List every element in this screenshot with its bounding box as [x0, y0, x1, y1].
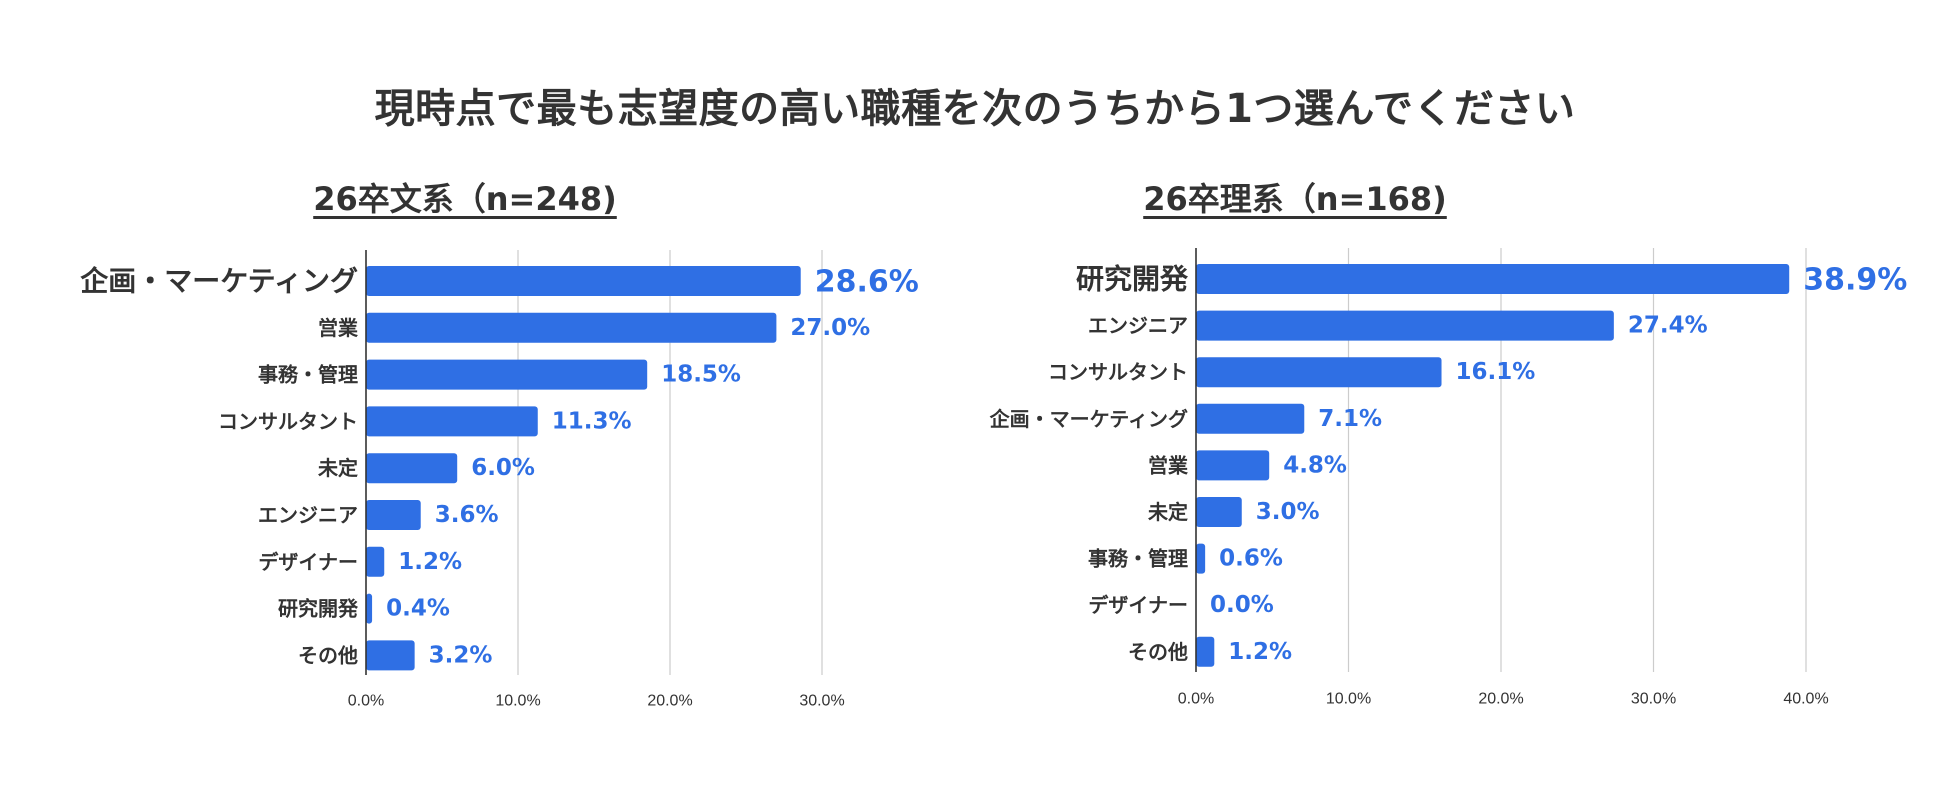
right-chart-bar [1196, 543, 1206, 574]
right-chart-category-label: 研究開発 [1076, 263, 1189, 296]
right-chart-category-label: 企画・マーケティング [989, 407, 1188, 431]
left-chart-category-label: コンサルタント [218, 409, 358, 433]
left-chart-bar [366, 640, 415, 671]
left-chart-x-tick-label: 0.0% [348, 693, 384, 710]
left-chart-x-tick-label: 10.0% [495, 693, 540, 710]
right-chart-title: 26卒理系（n=168) [1143, 180, 1447, 218]
left-chart-value-label: 3.2% [429, 642, 493, 668]
right-chart-value-label: 1.2% [1228, 639, 1292, 665]
right-chart-bar [1196, 264, 1790, 294]
right-chart-value-label: 3.0% [1256, 499, 1320, 525]
left-chart-value-label: 1.2% [398, 549, 462, 575]
right-chart-category-label: エンジニア [1088, 314, 1188, 338]
left-chart-category-label: 未定 [318, 456, 358, 480]
right-chart-x-tick-label: 20.0% [1478, 691, 1523, 708]
left-chart-bar [366, 266, 801, 296]
left-chart-x-tick-label: 30.0% [799, 693, 844, 710]
right-chart-x-tick-label: 40.0% [1783, 691, 1828, 708]
left-chart-value-label: 18.5% [661, 362, 741, 388]
left-chart-category-label: 事務・管理 [258, 363, 358, 387]
left-chart-value-label: 11.3% [552, 408, 632, 434]
right-chart-bar [1196, 357, 1442, 388]
right-chart-bar [1196, 636, 1215, 667]
left-chart-category-label: デザイナー [258, 550, 358, 574]
right-chart-x-tick-label: 10.0% [1326, 691, 1371, 708]
page-title: 現時点で最も志望度の高い職種を次のうちから1つ選んでください [374, 86, 1576, 132]
right-chart-category-label: デザイナー [1088, 593, 1188, 617]
right-chart-value-label: 38.9% [1803, 263, 1907, 298]
right-chart-category-label: コンサルタント [1048, 360, 1188, 384]
left-chart-bar [366, 453, 458, 484]
left-chart-category-label: 研究開発 [278, 597, 359, 621]
right-chart-category-label: 事務・管理 [1088, 547, 1188, 571]
left-chart-x-tick-label: 20.0% [647, 693, 692, 710]
left-chart-value-label: 0.4% [386, 596, 450, 622]
right-chart-category-label: 営業 [1148, 453, 1189, 477]
left-chart-bar [366, 312, 777, 343]
left-chart-bar [366, 546, 385, 577]
left-chart-bar [366, 406, 538, 437]
right-chart-category-label: その他 [1128, 640, 1188, 664]
left-chart-value-label: 6.0% [471, 455, 535, 481]
right-chart-value-label: 7.1% [1318, 406, 1382, 432]
right-chart-bar [1196, 403, 1305, 434]
right-chart-category-label: 未定 [1148, 500, 1188, 524]
left-chart-value-label: 27.0% [790, 315, 870, 341]
right-chart-value-label: 16.1% [1456, 359, 1536, 385]
left-chart-category-label: 営業 [318, 316, 359, 340]
right-chart-x-tick-label: 0.0% [1178, 691, 1214, 708]
left-chart-category-label: その他 [298, 643, 358, 667]
left-chart-value-label: 28.6% [815, 265, 919, 300]
left-chart-bar [366, 359, 648, 390]
right-chart-value-label: 0.0% [1210, 592, 1274, 618]
left-chart-bar [366, 593, 373, 624]
right-chart-bar [1196, 310, 1614, 341]
right-chart-value-label: 27.4% [1628, 313, 1708, 339]
right-chart-value-label: 0.6% [1219, 546, 1283, 572]
left-chart-bar [366, 500, 421, 530]
left-chart-value-label: 3.6% [435, 502, 499, 528]
right-chart-x-tick-label: 30.0% [1631, 691, 1676, 708]
left-chart-title: 26卒文系（n=248) [313, 180, 617, 218]
left-chart-category-label: エンジニア [258, 503, 358, 527]
left-chart-category-label: 企画・マーケティング [80, 265, 358, 298]
right-chart-value-label: 4.8% [1283, 452, 1347, 478]
right-chart-bar [1196, 497, 1242, 527]
right-chart-bar [1196, 450, 1270, 481]
